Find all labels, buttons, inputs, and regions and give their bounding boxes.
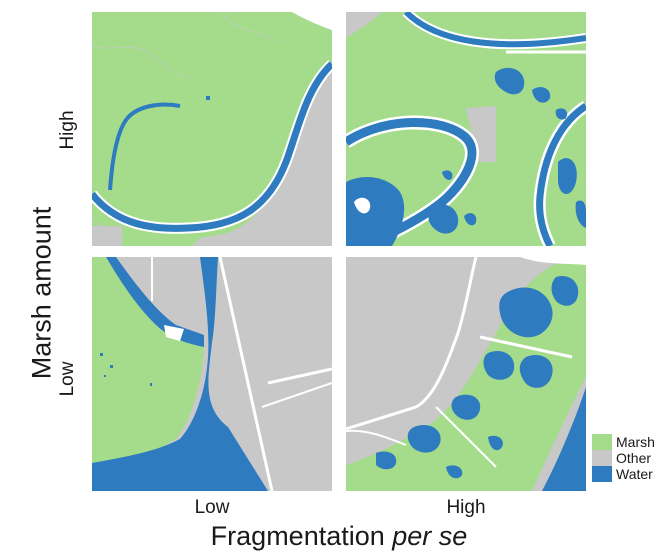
levee-road xyxy=(435,406,497,468)
map-panel-high-marsh-low-fragmentation xyxy=(92,12,332,246)
pond xyxy=(446,465,463,479)
pond xyxy=(376,451,397,470)
pond xyxy=(451,394,481,420)
water-body xyxy=(92,257,268,491)
levee-road xyxy=(267,367,332,385)
legend-label-marsh: Marsh xyxy=(616,434,655,450)
pond xyxy=(110,365,113,368)
x-axis-title-prefix: Fragmentation xyxy=(210,521,393,551)
pond xyxy=(551,275,579,306)
legend: Marsh Other Water xyxy=(592,434,662,482)
other-area xyxy=(92,226,122,246)
legend-item-other: Other xyxy=(592,450,662,466)
row-label-high-text: High xyxy=(57,110,78,150)
clearing xyxy=(164,325,184,341)
levee-road xyxy=(346,429,407,446)
levee-road xyxy=(479,335,573,359)
levee-road xyxy=(218,257,274,491)
pond xyxy=(442,170,453,180)
pond xyxy=(104,375,106,377)
pond xyxy=(555,108,568,120)
legend-swatch-water xyxy=(592,466,612,482)
ditch-line xyxy=(92,45,191,79)
bay xyxy=(542,387,586,491)
map-panel-high-marsh-high-fragmentation xyxy=(346,12,586,246)
pond xyxy=(206,96,210,100)
other-area xyxy=(466,106,496,162)
ditch-line xyxy=(221,12,279,43)
column-label-low: Low xyxy=(194,497,230,518)
pond xyxy=(532,87,551,103)
map-low-high-svg xyxy=(346,257,586,491)
river xyxy=(92,61,332,232)
map-high-high-svg xyxy=(346,12,586,246)
legend-label-water: Water xyxy=(616,466,653,482)
pond xyxy=(494,67,525,95)
creek xyxy=(108,102,181,191)
pond xyxy=(100,353,103,356)
other-area xyxy=(152,257,192,303)
map-panel-low-marsh-low-fragmentation xyxy=(92,257,332,491)
legend-item-marsh: Marsh xyxy=(592,434,662,450)
other-area xyxy=(192,72,332,246)
legend-label-other: Other xyxy=(616,450,652,466)
levee-road xyxy=(261,382,332,408)
pond xyxy=(150,383,152,386)
row-label-low: Low xyxy=(53,349,83,409)
marsh-area xyxy=(92,257,204,469)
pond xyxy=(558,158,577,194)
row-label-low-text: Low xyxy=(57,361,78,397)
other-area xyxy=(346,12,382,38)
channel xyxy=(106,257,204,347)
column-label-high: High xyxy=(446,497,486,518)
row-label-high: High xyxy=(53,100,83,160)
water-body xyxy=(346,177,405,246)
clearing xyxy=(292,12,332,30)
legend-item-water: Water xyxy=(592,466,662,482)
legend-swatch-other xyxy=(592,450,612,466)
pond xyxy=(428,204,459,234)
pond xyxy=(407,424,441,453)
pond xyxy=(575,200,586,228)
river xyxy=(346,118,477,246)
pond xyxy=(483,350,515,380)
levee-road xyxy=(346,257,478,431)
clearing xyxy=(520,257,586,265)
x-axis-title-italic: per se xyxy=(392,521,468,551)
pond xyxy=(488,435,503,451)
pond xyxy=(499,287,553,338)
pond xyxy=(464,213,477,226)
y-axis-title: Marsh amount xyxy=(0,207,85,380)
river xyxy=(536,103,586,246)
map-panel-low-marsh-high-fragmentation xyxy=(346,257,586,491)
map-high-low-svg xyxy=(92,12,332,246)
pond xyxy=(519,355,553,388)
legend-swatch-marsh xyxy=(592,434,612,450)
x-axis-title: Fragmentation per se xyxy=(92,521,586,552)
clearing xyxy=(354,197,371,214)
map-low-low-svg xyxy=(92,257,332,491)
river xyxy=(403,12,586,48)
